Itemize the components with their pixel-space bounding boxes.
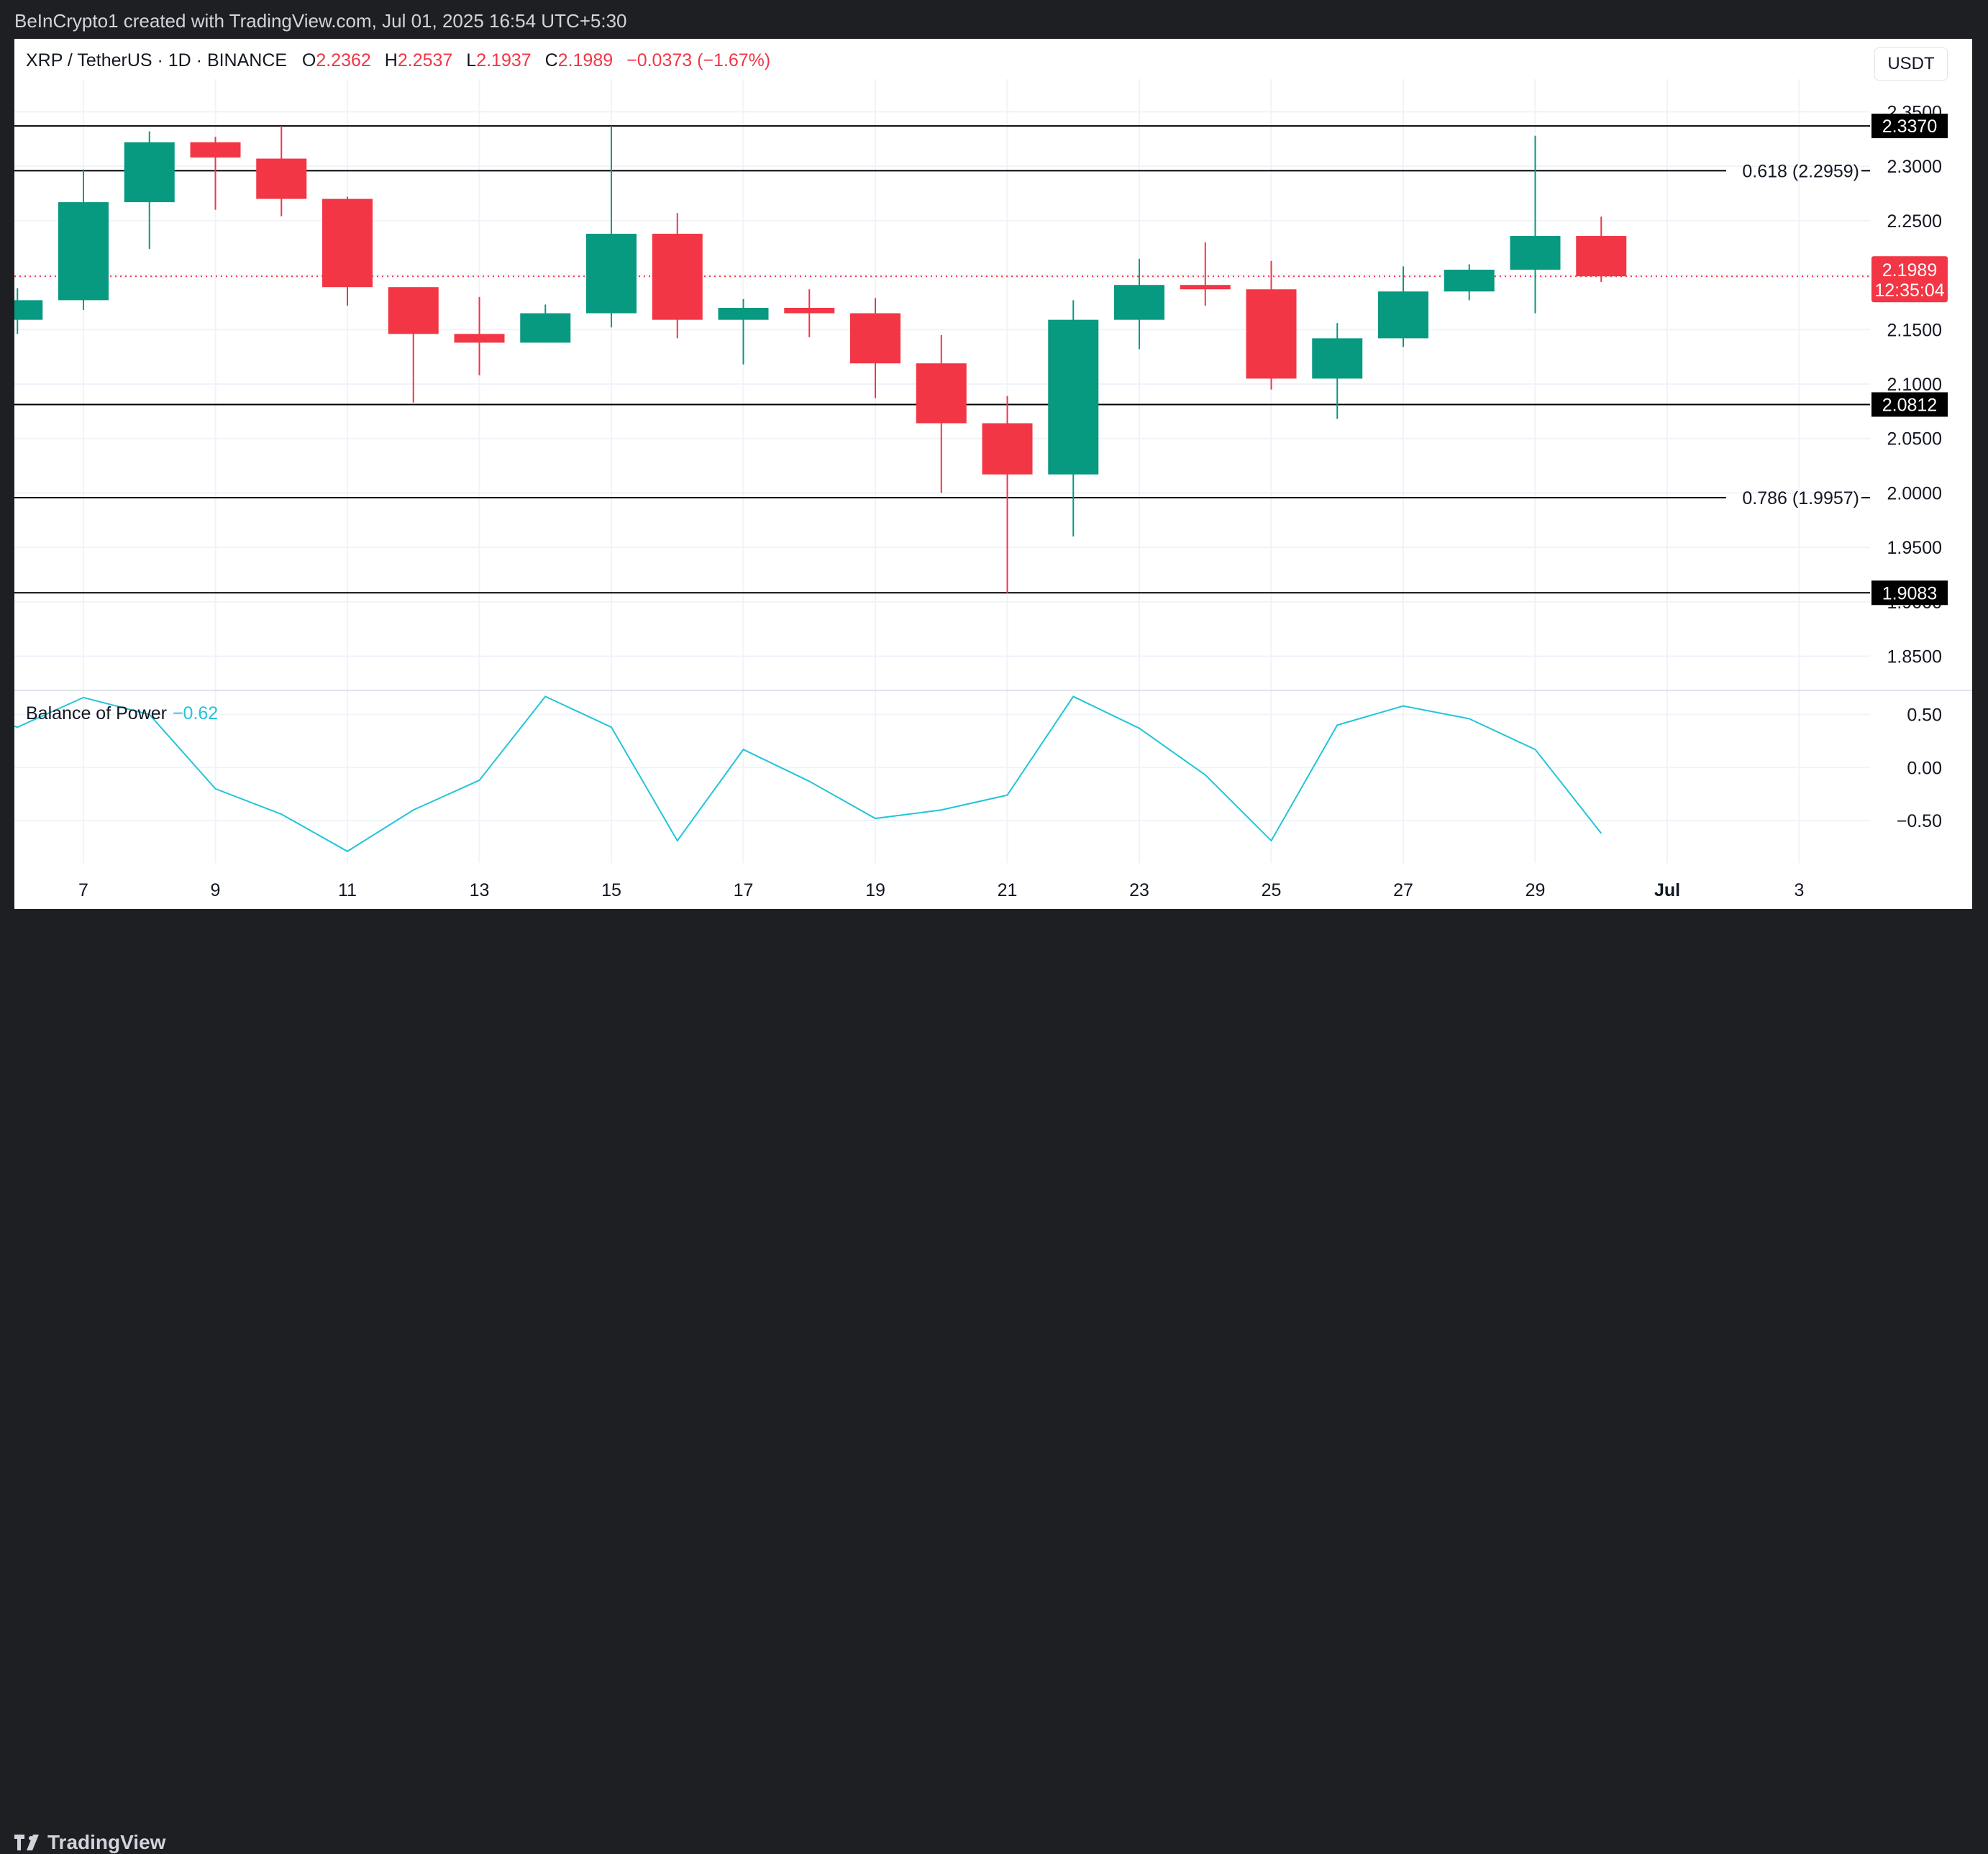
candle-down bbox=[388, 287, 439, 334]
bop-value: −0.62 bbox=[173, 703, 218, 723]
candle-down bbox=[1246, 289, 1297, 378]
open-label: O bbox=[302, 50, 316, 70]
y-tick-label: 2.0000 bbox=[1887, 483, 1942, 503]
candle-down bbox=[1576, 236, 1626, 276]
bop-tick-label: −0.50 bbox=[1897, 811, 1942, 831]
x-tick-label: 29 bbox=[1526, 880, 1546, 900]
ohlc-legend: XRP / TetherUS · 1D · BINANCE O2.2362 H2… bbox=[26, 50, 779, 71]
candle-down bbox=[652, 234, 703, 320]
candle-down bbox=[322, 199, 373, 288]
candle-up bbox=[58, 202, 109, 300]
candle-up bbox=[1444, 270, 1495, 291]
candle-up bbox=[1378, 291, 1428, 338]
change-value: −0.0373 (−1.67%) bbox=[626, 50, 770, 70]
x-tick-label: 13 bbox=[470, 880, 490, 900]
candle-down bbox=[784, 308, 834, 314]
high-label: H bbox=[385, 50, 398, 70]
candle-down bbox=[916, 363, 967, 423]
candle-down bbox=[256, 159, 306, 199]
x-tick-label: 9 bbox=[211, 880, 221, 900]
candles bbox=[0, 126, 1626, 593]
open-value: 2.2362 bbox=[316, 50, 370, 70]
x-tick-label: 15 bbox=[601, 880, 621, 900]
candle-up bbox=[1510, 236, 1561, 270]
symbol-label[interactable]: XRP / TetherUS · 1D · BINANCE bbox=[26, 50, 287, 70]
y-tick-label: 1.8500 bbox=[1887, 647, 1942, 667]
y-tick-label: 1.9500 bbox=[1887, 538, 1942, 558]
close-label: C bbox=[545, 50, 558, 70]
x-tick-label: 23 bbox=[1129, 880, 1149, 900]
fib-level-label: 0.618 (2.2959) bbox=[1742, 161, 1859, 181]
last-price-label: 2.1989 bbox=[1882, 260, 1937, 280]
x-tick-label: 7 bbox=[78, 880, 88, 900]
candle-down bbox=[455, 334, 505, 342]
candle-up bbox=[1048, 320, 1098, 475]
candle-up bbox=[520, 314, 570, 343]
y-tick-label: 2.2500 bbox=[1887, 211, 1942, 232]
level-tag-label: 1.9083 bbox=[1882, 583, 1937, 603]
candle-down bbox=[1180, 285, 1231, 289]
bop-legend: Balance of Power −0.62 bbox=[26, 703, 218, 724]
x-tick-label: 3 bbox=[1795, 880, 1805, 900]
level-tag-label: 2.0812 bbox=[1882, 395, 1937, 415]
candle-up bbox=[719, 308, 769, 320]
close-value: 2.1989 bbox=[558, 50, 613, 70]
tradingview-logo[interactable]: TradingView bbox=[14, 1831, 165, 1854]
last-price-countdown: 12:35:04 bbox=[1874, 280, 1944, 301]
tradingview-logo-icon bbox=[14, 1835, 40, 1850]
y-tick-label: 2.0500 bbox=[1887, 429, 1942, 449]
bop-tick-label: 0.50 bbox=[1907, 705, 1942, 726]
candle-down bbox=[850, 314, 900, 364]
y-tick-label: 2.3000 bbox=[1887, 157, 1942, 177]
bop-line bbox=[0, 696, 1601, 851]
bop-tick-label: 0.00 bbox=[1907, 758, 1942, 778]
candle-up bbox=[124, 142, 175, 202]
bop-title: Balance of Power bbox=[26, 703, 167, 723]
low-label: L bbox=[466, 50, 476, 70]
x-tick-label: 27 bbox=[1393, 880, 1413, 900]
candle-down bbox=[982, 424, 1033, 475]
high-value: 2.2537 bbox=[398, 50, 452, 70]
currency-button[interactable]: USDT bbox=[1874, 47, 1948, 81]
level-tag-label: 2.3370 bbox=[1882, 117, 1937, 137]
bop-series bbox=[0, 696, 1601, 851]
candle-up bbox=[0, 300, 42, 319]
y-tick-label: 2.1000 bbox=[1887, 375, 1942, 395]
x-tick-label: 17 bbox=[734, 880, 754, 900]
x-tick-label: 11 bbox=[338, 880, 357, 900]
x-tick-label: 21 bbox=[998, 880, 1018, 900]
price-chart[interactable]: 1.85001.90001.95002.00002.05002.10002.15… bbox=[0, 0, 1988, 959]
fib-level-label: 0.786 (1.9957) bbox=[1742, 488, 1859, 508]
candle-down bbox=[191, 142, 241, 157]
tradingview-brand: TradingView bbox=[47, 1831, 165, 1854]
x-tick-label: 19 bbox=[865, 880, 885, 900]
x-tick-label: Jul bbox=[1654, 880, 1680, 900]
candle-up bbox=[1114, 285, 1164, 319]
candle-up bbox=[1312, 338, 1362, 378]
candle-up bbox=[586, 234, 637, 314]
x-tick-label: 25 bbox=[1262, 880, 1282, 900]
bottom-bar: TradingView bbox=[0, 909, 1988, 959]
low-value: 2.1937 bbox=[476, 50, 531, 70]
y-tick-label: 2.1500 bbox=[1887, 320, 1942, 340]
